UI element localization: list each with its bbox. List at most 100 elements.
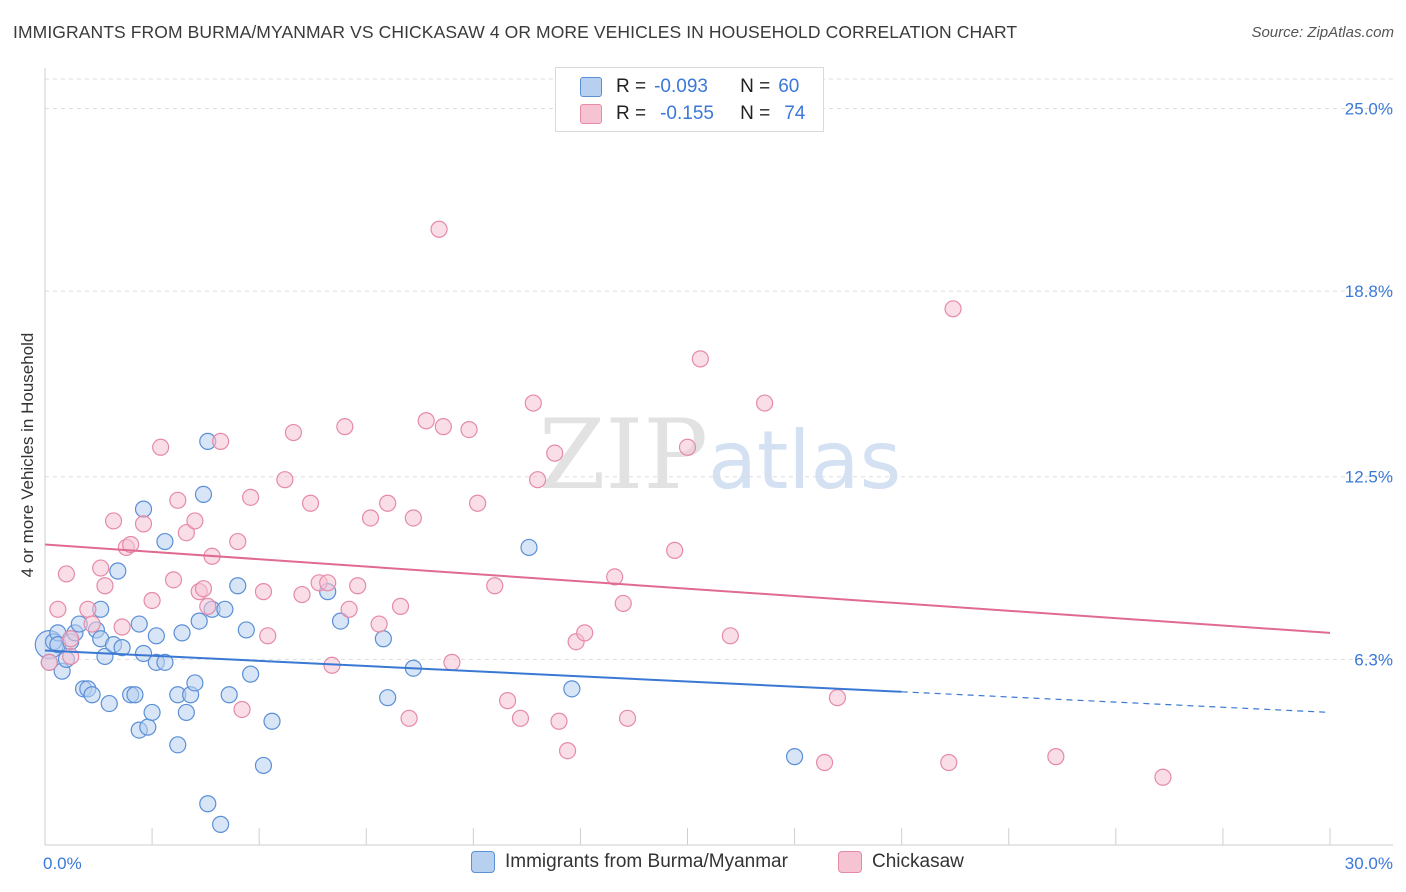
chart-title: IMMIGRANTS FROM BURMA/MYANMAR VS CHICKAS… [13, 22, 1018, 42]
burma-point [220, 686, 238, 704]
chickasaw-point [404, 509, 422, 527]
chickasaw-point [691, 350, 709, 368]
burma-point [331, 612, 350, 630]
chickasaw-point [186, 512, 204, 530]
n-value: 74 [784, 103, 806, 124]
burma-point [143, 703, 161, 722]
watermark-atlas: atlas [708, 414, 901, 507]
chickasaw-point [242, 488, 260, 506]
chickasaw-point [349, 577, 367, 595]
burma-point [374, 630, 392, 648]
chickasaw-point [104, 512, 123, 530]
chickasaw-point [430, 220, 448, 238]
chickasaw-point [340, 600, 358, 618]
chickasaw-point [546, 444, 564, 462]
chickasaw-point [606, 568, 624, 586]
burma-point [785, 748, 804, 766]
chickasaw-point [152, 438, 170, 456]
chickasaw-point [143, 591, 161, 610]
chickasaw-point [460, 420, 478, 439]
chickasaw-point [940, 753, 958, 772]
burma-point [83, 686, 101, 704]
legend-label: Immigrants from Burma/Myanmar [505, 851, 788, 872]
stats-legend-row-blue: R = -0.093 N = 60 [580, 75, 799, 99]
chickasaw-point [391, 597, 410, 615]
burma-point [156, 653, 174, 671]
chickasaw-point [92, 559, 110, 577]
burma-point [139, 718, 157, 736]
chickasaw-point [293, 585, 311, 604]
chickasaw-point [618, 709, 637, 727]
burma-point [263, 712, 281, 730]
chickasaw-point [361, 509, 380, 527]
burma-point [169, 736, 187, 754]
stats-legend: R = -0.093 N = 60 R = -0.155 N = 74 [555, 67, 824, 132]
chickasaw-point [379, 494, 397, 512]
burma-point [194, 485, 213, 504]
burma-point [379, 689, 397, 707]
legend-label: Chickasaw [872, 851, 964, 872]
chickasaw-point [614, 594, 632, 613]
burma-point [156, 532, 174, 551]
chickasaw-point [443, 653, 461, 671]
n-label: N = [740, 103, 771, 124]
chickasaw-point [49, 600, 67, 618]
chickasaw-point [469, 494, 487, 512]
series-legend: Immigrants from Burma/Myanmar Chickasaw [0, 851, 1406, 877]
chickasaw-point [511, 709, 530, 727]
chickasaw-point [229, 532, 247, 551]
chickasaw-point [434, 418, 452, 436]
burma-point [126, 686, 144, 704]
chickasaw-point [62, 630, 80, 648]
chickasaw-point [319, 574, 337, 592]
watermark-zip: ZIP [539, 399, 708, 511]
burma-point [216, 600, 234, 618]
burma-trendline [44, 649, 902, 693]
chickasaw-point [57, 565, 76, 583]
burma-point [229, 577, 247, 595]
burma-point [100, 694, 118, 713]
chickasaw-point [370, 615, 388, 633]
legend-item-chickasaw: Chickasaw [838, 851, 964, 873]
burma-point [113, 639, 131, 657]
burma-point [520, 538, 538, 557]
burma-point [147, 627, 165, 645]
burma-point [177, 703, 195, 722]
burma-point [212, 815, 230, 833]
chickasaw-point [400, 709, 418, 727]
y-axis-title: 4 or more Vehicles in Household [18, 333, 37, 578]
burma-point [134, 500, 153, 518]
chickasaw-point [113, 618, 131, 636]
chickasaw-point [666, 541, 684, 559]
burma-point [242, 665, 260, 683]
chickasaw-point [259, 627, 277, 645]
burma-point [109, 562, 127, 580]
chickasaw-point [177, 524, 195, 542]
chickasaw-point [528, 471, 547, 489]
chickasaw-point [558, 742, 577, 760]
r-value: -0.093 [654, 76, 708, 97]
chickasaw-point [1047, 748, 1065, 766]
chickasaw-point [254, 583, 273, 601]
chickasaw-point [276, 471, 294, 489]
blue-swatch [580, 77, 602, 97]
chickasaw-point [755, 394, 774, 412]
source-label: Source: ZipAtlas.com [1251, 24, 1394, 41]
burma-point [173, 624, 191, 642]
y-tick-label: 6.3% [1354, 650, 1393, 669]
legend-item-burma: Immigrants from Burma/Myanmar [471, 851, 788, 873]
chickasaw-point [417, 412, 435, 430]
blue-swatch [471, 851, 495, 873]
chickasaw-point [194, 580, 213, 598]
burma-point [134, 644, 153, 663]
chickasaw-point [79, 600, 97, 618]
pink-swatch [838, 851, 862, 873]
chickasaw-point [576, 624, 594, 642]
chickasaw-point [164, 571, 183, 589]
chickasaw-point [212, 432, 230, 450]
chickasaw-point [944, 300, 962, 318]
chickasaw-point [301, 494, 320, 512]
watermark: ZIPatlas [539, 399, 902, 511]
y-tick-label: 12.5% [1345, 468, 1393, 487]
